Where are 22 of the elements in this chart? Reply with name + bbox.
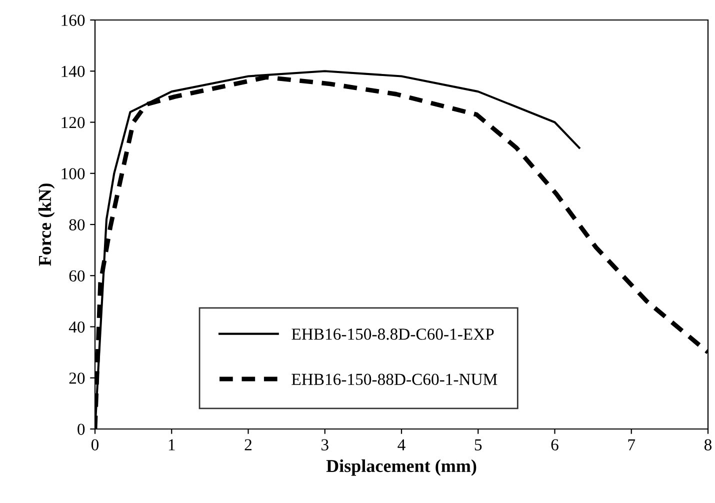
y-tick-label: 0	[78, 424, 85, 435]
y-tick-label: 100	[62, 168, 85, 180]
x-tick-label: 7	[628, 439, 636, 450]
y-tick-label: 80	[69, 219, 85, 230]
y-tick-label: 120	[62, 116, 85, 128]
x-tick-label: 5	[474, 439, 482, 450]
x-tick-label: 6	[551, 439, 558, 450]
x-tick-label: 0	[91, 439, 99, 450]
legend-label: EHB16-150-8.8D-C60-1-EXP	[292, 328, 494, 340]
x-axis-title: Displacement (mm)	[326, 459, 476, 476]
x-tick-label: 3	[322, 439, 328, 450]
y-tick-label: 40	[68, 321, 85, 333]
x-tick-label: 2	[244, 439, 252, 450]
x-tick-label: 1	[168, 439, 175, 450]
legend-label: EHB16-150-88D-C60-1-NUM	[292, 374, 498, 386]
x-tick-label: 4	[398, 439, 406, 450]
y-tick-label: 160	[62, 14, 85, 26]
x-tick-label: 8	[704, 439, 712, 450]
y-tick-label: 20	[69, 372, 85, 384]
y-tick-label: 140	[62, 66, 85, 78]
y-tick-label: 60	[69, 270, 85, 282]
y-axis-title: Force (kN)	[38, 184, 55, 266]
